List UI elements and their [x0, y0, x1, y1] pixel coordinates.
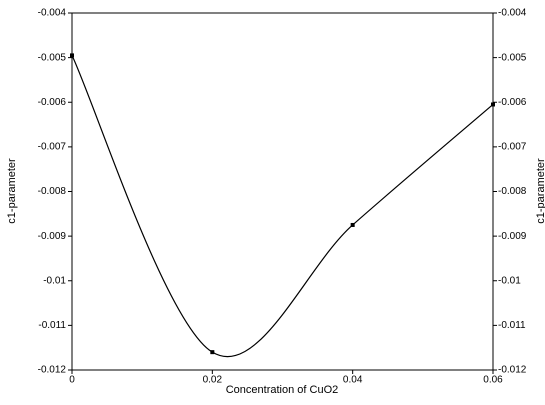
line	[71, 55, 494, 358]
y-tick-label: -0.004	[38, 8, 67, 19]
point	[350, 222, 355, 227]
y-tick-label: -0.011	[38, 320, 66, 331]
y-tick-label: -0.008	[38, 186, 67, 197]
point	[70, 53, 74, 58]
y2-tick-label: -0.006	[498, 97, 527, 108]
y2-tick-label: -0.011	[498, 320, 526, 331]
x-axis-title: Concentration of CuO2	[226, 384, 339, 396]
y-tick-label: -0.006	[38, 97, 67, 108]
y2-tick-label: -0.01	[498, 275, 521, 286]
y2-tick-label: -0.008	[498, 186, 527, 197]
plot-frame	[71, 12, 494, 371]
point	[491, 102, 495, 107]
y2-tick-label: -0.009	[498, 231, 527, 242]
y-axis-title: c1-parameter	[6, 158, 18, 224]
y2-tick-label: -0.012	[498, 365, 527, 376]
y-tick-label: -0.012	[38, 365, 67, 376]
point	[210, 350, 215, 355]
y-tick-label: -0.005	[38, 52, 67, 63]
x-tick-label: 0.04	[343, 375, 363, 386]
x-tick-label: 0.06	[483, 375, 503, 386]
x-tick-label: 0.02	[203, 375, 223, 386]
x-tick-label: 0	[69, 375, 75, 386]
y2-tick-label: -0.005	[498, 52, 527, 63]
y-tick-label: -0.007	[38, 142, 67, 153]
y2-tick-label: -0.007	[498, 142, 527, 153]
y-tick-label: -0.01	[43, 275, 66, 286]
y2-axis-title: c1-parameter	[535, 158, 545, 224]
y-tick-label: -0.009	[38, 231, 67, 242]
y2-tick-label: -0.004	[498, 8, 527, 19]
